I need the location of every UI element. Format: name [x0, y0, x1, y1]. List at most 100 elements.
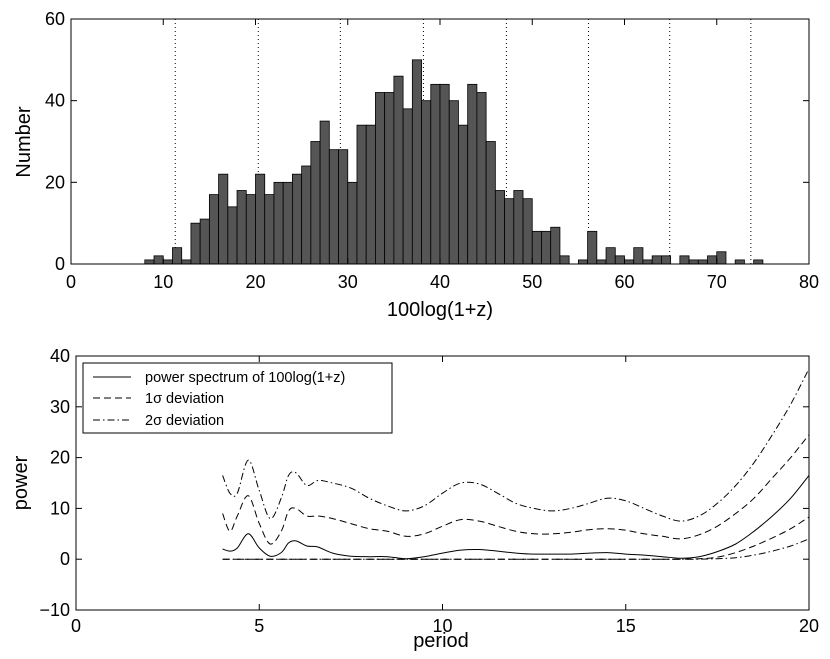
- y-tick-label: 10: [50, 498, 70, 518]
- bar: [753, 259, 764, 265]
- x-tick-label: 10: [153, 272, 173, 292]
- bar: [393, 75, 404, 265]
- y-tick-label: 20: [50, 448, 70, 468]
- histogram-ticks: 0 10 20 30 40 50 60 70 80 0 20 40 60: [45, 9, 819, 292]
- x-tick-label: 50: [522, 272, 542, 292]
- bar: [476, 92, 487, 265]
- x-tick-label: 20: [799, 616, 819, 636]
- bar: [596, 259, 607, 265]
- bar: [541, 230, 552, 265]
- bar: [467, 83, 478, 265]
- bar: [255, 173, 266, 265]
- bar: [513, 190, 524, 265]
- series-line-0: [222, 475, 809, 560]
- bar: [651, 255, 662, 265]
- bar: [550, 226, 561, 265]
- bar: [162, 259, 173, 265]
- bar: [633, 247, 644, 265]
- bar: [494, 190, 505, 265]
- bar: [485, 141, 496, 265]
- histogram-xlabel: 100log(1+z): [387, 299, 493, 321]
- bar: [319, 120, 330, 265]
- bar: [218, 173, 229, 265]
- bar: [605, 247, 616, 265]
- bar: [624, 259, 635, 265]
- series-line-4: [222, 538, 809, 560]
- bar: [614, 255, 625, 265]
- bar: [199, 218, 210, 265]
- bar: [697, 259, 708, 265]
- bar: [458, 124, 469, 265]
- bar: [439, 83, 450, 265]
- bar: [236, 190, 247, 265]
- x-tick-label: 0: [66, 272, 76, 292]
- bar: [338, 149, 349, 265]
- bar: [356, 124, 367, 265]
- bar: [716, 251, 727, 265]
- series-line-2: [222, 368, 809, 522]
- bar: [642, 259, 653, 265]
- x-tick-label: 60: [614, 272, 634, 292]
- y-tick-label: 30: [50, 397, 70, 417]
- bar: [181, 259, 192, 265]
- power-ylabel: power: [10, 455, 32, 510]
- bar: [227, 206, 238, 265]
- bar: [402, 108, 413, 265]
- legend-label-1sigma: 1σ deviation: [145, 391, 224, 407]
- y-tick-label: 60: [45, 9, 65, 29]
- y-tick-label: 40: [50, 346, 70, 366]
- bar: [245, 194, 256, 265]
- x-tick-label: 0: [71, 616, 81, 636]
- x-tick-label: 80: [799, 272, 819, 292]
- y-tick-label: 0: [60, 549, 70, 569]
- bar: [707, 255, 718, 265]
- bar: [504, 198, 515, 265]
- histogram-panel: 0 10 20 30 40 50 60 70 80 0 20 40 60 100log(1+z) Num…: [13, 9, 819, 321]
- y-tick-label: 0: [55, 254, 65, 274]
- bar: [328, 149, 339, 265]
- histogram-ylabel: Number: [13, 106, 35, 177]
- x-tick-label: 70: [707, 272, 727, 292]
- bar: [310, 141, 321, 265]
- bar: [365, 124, 376, 265]
- bar: [384, 92, 395, 265]
- x-tick-label: 5: [254, 616, 264, 636]
- bar: [264, 194, 275, 265]
- x-tick-label: 30: [338, 272, 358, 292]
- x-tick-label: 15: [616, 616, 636, 636]
- bar: [734, 259, 745, 265]
- power-lines: [222, 368, 809, 560]
- x-tick-label: 20: [245, 272, 265, 292]
- bar: [301, 165, 312, 265]
- bar: [559, 255, 570, 265]
- series-line-1: [222, 434, 809, 545]
- histogram-bars: [144, 59, 764, 265]
- y-tick-label: −10: [39, 600, 70, 620]
- bar: [448, 100, 459, 265]
- bar: [411, 59, 422, 265]
- bar: [522, 198, 533, 265]
- bar: [291, 173, 303, 265]
- bar: [531, 230, 542, 265]
- legend: power spectrum of 100log(1+z) 1σ deviati…: [82, 362, 393, 434]
- legend-label-2sigma: 2σ deviation: [145, 413, 224, 429]
- y-tick-label: 20: [45, 172, 65, 192]
- bar: [208, 194, 219, 265]
- bar: [587, 230, 598, 265]
- bar: [577, 259, 589, 265]
- legend-box: [82, 362, 393, 434]
- bar: [282, 181, 293, 265]
- y-tick-label: 40: [45, 91, 65, 111]
- bar: [375, 92, 386, 265]
- bar: [688, 259, 699, 265]
- bar: [144, 259, 155, 265]
- bar: [273, 181, 284, 265]
- bar: [172, 247, 183, 265]
- bar: [347, 181, 358, 265]
- x-tick-label: 40: [430, 272, 450, 292]
- bar: [190, 222, 201, 265]
- legend-label-power: power spectrum of 100log(1+z): [145, 370, 345, 386]
